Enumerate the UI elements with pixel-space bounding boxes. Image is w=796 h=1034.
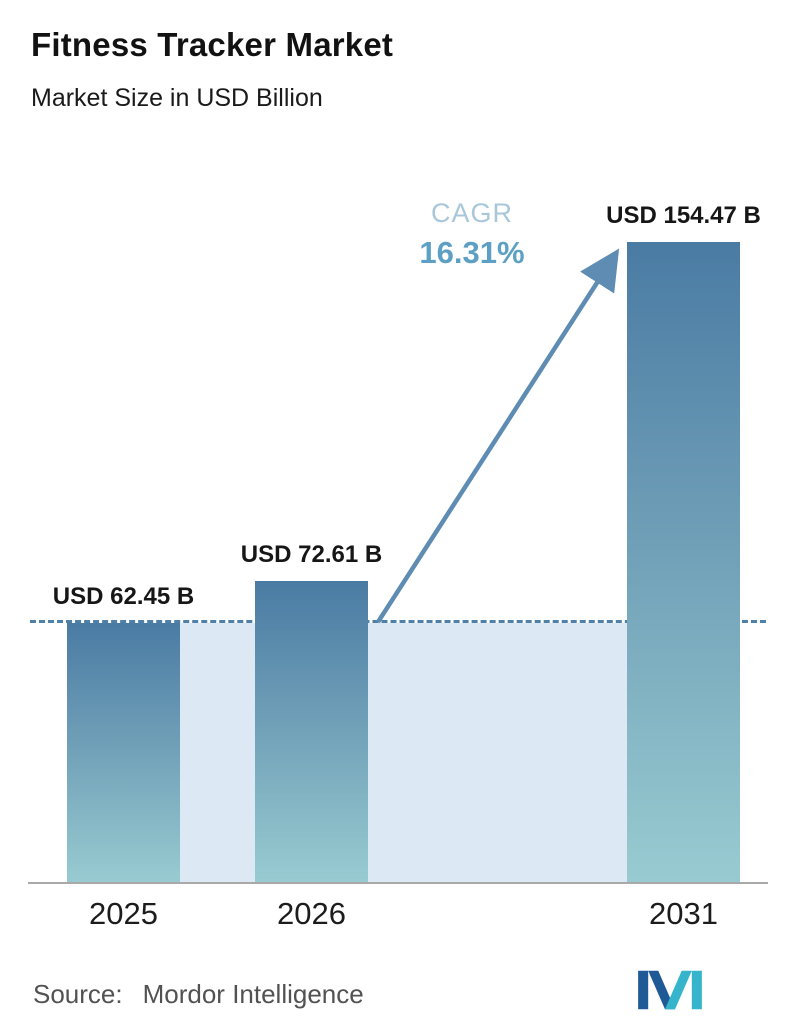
bar-value-label-2025: USD 62.45 B (52, 583, 195, 610)
source-label: Source: (33, 979, 123, 1009)
page-title: Fitness Tracker Market (31, 26, 394, 63)
bar-2031 (627, 242, 740, 882)
cagr-annotation: CAGR 16.31% (390, 198, 554, 271)
mordor-intelligence-logo (636, 964, 704, 1016)
cagr-value: 16.31% (419, 235, 525, 270)
source-line: Source: Mordor Intelligence (33, 979, 364, 1010)
cagr-label: CAGR (430, 198, 513, 228)
x-axis-label-2031: 2031 (649, 896, 718, 931)
bar-chart: CAGR 16.31% USD 62.45 B 2025 USD 72.61 B… (28, 160, 768, 931)
bar-value-label-2026: USD 72.61 B (240, 541, 383, 568)
bar-group-2026: USD 72.61 B 2026 (241, 160, 382, 931)
page-subtitle: Market Size in USD Billion (31, 84, 323, 112)
bar-group-2025: USD 62.45 B 2025 (53, 160, 194, 931)
bar-group-2031: USD 154.47 B 2031 (606, 160, 761, 931)
x-axis-label-2025: 2025 (89, 896, 158, 931)
bar-value-label-2031: USD 154.47 B (606, 202, 761, 229)
x-axis-line (28, 882, 768, 884)
source-value: Mordor Intelligence (142, 979, 364, 1009)
bar-2026 (255, 581, 368, 882)
x-axis-label-2026: 2026 (277, 896, 346, 931)
bar-2025 (67, 623, 180, 882)
